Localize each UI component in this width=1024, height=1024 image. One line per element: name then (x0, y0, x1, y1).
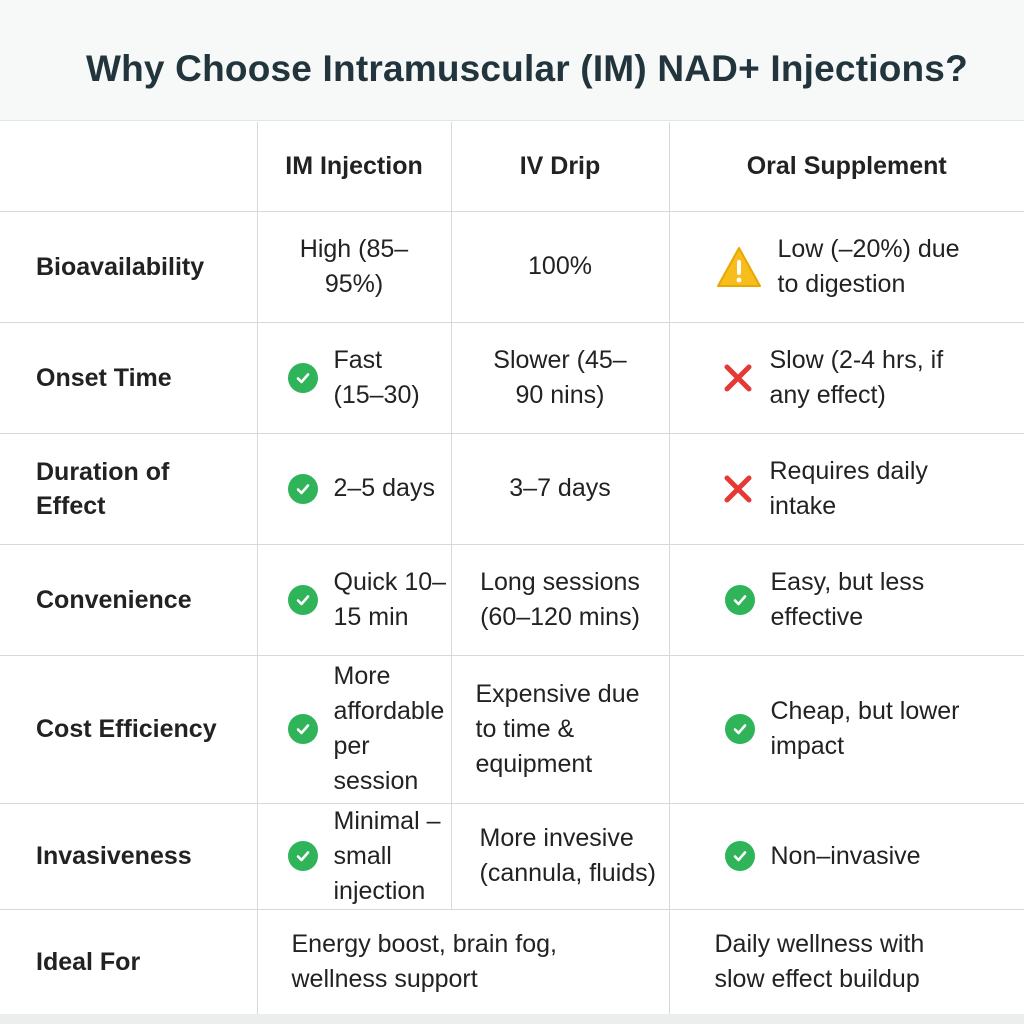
row-label-duration-text: Duration of Effect (36, 457, 170, 520)
oral-onset-time: Slow (2-4 hrs, if any effect) (668, 321, 1024, 434)
oral-invasiveness-text: Non–invasive (770, 841, 921, 870)
cross-icon (722, 362, 754, 394)
oral-ideal-for-text: Daily wellness with slow effect buildup (714, 930, 925, 993)
iv-invasiveness: More invesive (cannula, fluids) (450, 802, 670, 910)
table-row: Duration of Effect 2–5 days 3–7 days Req… (0, 432, 1024, 545)
header-bar: Why Choose Intramuscular (IM) NAD+ Injec… (0, 0, 1024, 121)
row-label-invasiveness: Invasiveness (0, 802, 258, 910)
oral-convenience: Easy, but less effective (668, 543, 1024, 656)
im-invasiveness: Minimal – small injection (256, 802, 452, 910)
check-circle-icon (724, 841, 755, 871)
table-header-row: IM Injection IV Drip Oral Supplement (0, 122, 1024, 212)
oral-duration: Requires daily intake (668, 432, 1024, 545)
im-cost-efficiency-text: More affordable per session (333, 662, 445, 795)
warning-icon (716, 246, 762, 288)
im-invasiveness-text: Minimal – small injection (333, 806, 441, 905)
oral-cost-efficiency-text: Cheap, but lower impact (770, 697, 960, 760)
check-circle-icon (287, 473, 318, 504)
iv-convenience: Long sessions (60–120 mins) (450, 543, 670, 656)
im-onset-time-text: Fast (15–30) (333, 345, 420, 409)
iv-cost-efficiency-text: Expensive due to time & equipment (475, 679, 640, 778)
oral-cost-efficiency: Cheap, but lower impact (668, 654, 1024, 804)
footer-strip (0, 1014, 1024, 1024)
im-convenience-text: Quick 10–15 min (333, 567, 447, 631)
im-bioavailability: High (85–95%) (256, 210, 452, 323)
comparison-table: IM Injection IV Drip Oral Supplement Bio… (0, 122, 1024, 1016)
iv-cost-efficiency: Expensive due to time & equipment (450, 654, 670, 804)
row-label-cost-efficiency: Cost Efficiency (0, 654, 258, 804)
iv-invasiveness-text: More invesive (cannula, fluids) (479, 824, 656, 887)
iv-onset-time: Slower (45–90 nins) (450, 321, 670, 434)
column-header-oral: Oral Supplement (668, 122, 1024, 212)
check-circle-icon (724, 714, 755, 744)
iv-convenience-text: Long sessions (60–120 mins) (480, 567, 640, 631)
oral-bioavailability: Low (–20%) due to digestion (668, 210, 1024, 323)
im-cost-efficiency: More affordable per session (256, 654, 452, 804)
oral-invasiveness: Non–invasive (668, 802, 1024, 910)
column-header-im: IM Injection (256, 122, 452, 212)
column-header-iv: IV Drip (450, 122, 670, 212)
oral-duration-text: Requires daily intake (769, 456, 928, 520)
check-circle-icon (287, 841, 318, 871)
table-row: Invasiveness Minimal – small injection M… (0, 802, 1024, 910)
oral-ideal-for: Daily wellness with slow effect buildup (668, 908, 1024, 1016)
im-iv-ideal-for: Energy boost, brain fog, wellness suppor… (256, 908, 670, 1016)
im-bioavailability-text: High (85–95%) (299, 234, 409, 298)
im-onset-time: Fast (15–30) (256, 321, 452, 434)
row-label-onset-time: Onset Time (0, 321, 258, 434)
iv-bioavailability: 100% (450, 210, 670, 323)
check-circle-icon (287, 714, 318, 744)
check-circle-icon (724, 584, 755, 615)
row-label-ideal-for: Ideal For (0, 908, 258, 1016)
table-row: Onset Time Fast (15–30) Slower (45–90 ni… (0, 321, 1024, 434)
row-label-bioavailability: Bioavailability (0, 210, 258, 323)
table-row: Ideal For Energy boost, brain fog, welln… (0, 908, 1024, 1016)
im-convenience: Quick 10–15 min (256, 543, 452, 656)
cross-icon (722, 473, 754, 505)
oral-bioavailability-text: Low (–20%) due to digestion (777, 234, 960, 298)
im-iv-ideal-for-text: Energy boost, brain fog, wellness suppor… (291, 930, 557, 993)
iv-duration: 3–7 days (450, 432, 670, 545)
table-row: Cost Efficiency More affordable per sess… (0, 654, 1024, 804)
row-label-duration: Duration of Effect (0, 432, 258, 545)
row-label-convenience: Convenience (0, 543, 258, 656)
im-duration-text: 2–5 days (333, 474, 435, 502)
header-empty-cell (0, 122, 258, 212)
oral-convenience-text: Easy, but less effective (770, 567, 925, 631)
check-circle-icon (287, 362, 318, 393)
im-duration: 2–5 days (256, 432, 452, 545)
iv-onset-time-text: Slower (45–90 nins) (493, 345, 627, 409)
check-circle-icon (287, 584, 318, 615)
table-row: Bioavailability High (85–95%) 100% Low (… (0, 210, 1024, 323)
page-title: Why Choose Intramuscular (IM) NAD+ Injec… (86, 48, 968, 89)
oral-onset-time-text: Slow (2-4 hrs, if any effect) (769, 345, 944, 409)
table-row: Convenience Quick 10–15 min Long session… (0, 543, 1024, 656)
